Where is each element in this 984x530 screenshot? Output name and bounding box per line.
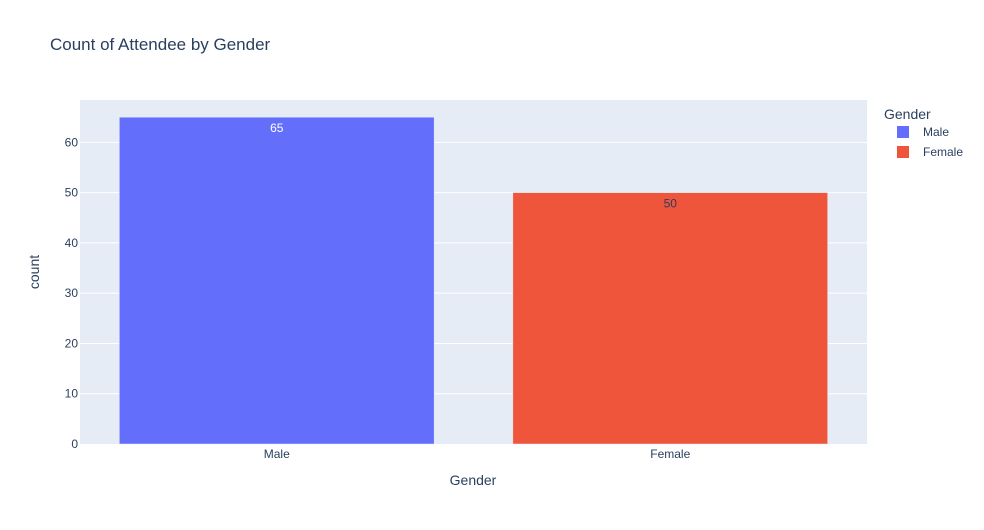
bar-male: [119, 116, 435, 445]
bar-value-label: 65: [270, 121, 284, 135]
y-axis-title: count: [26, 255, 42, 289]
x-tick-label: Female: [650, 447, 690, 461]
y-tick-label: 60: [65, 135, 79, 149]
legend-swatch-male: [897, 126, 909, 138]
x-axis-title: Gender: [450, 472, 497, 488]
x-axis-ticks: Male Female: [264, 447, 691, 461]
legend-items: Male Female: [897, 125, 963, 159]
legend: Gender Male Female: [884, 106, 963, 159]
y-tick-label: 30: [65, 286, 79, 300]
y-tick-label: 20: [65, 336, 79, 350]
legend-label-female: Female: [923, 145, 963, 159]
y-tick-label: 40: [65, 236, 79, 250]
legend-swatch-female: [897, 146, 909, 158]
y-tick-label: 10: [65, 387, 79, 401]
bar-value-label: 50: [664, 197, 678, 211]
legend-label-male: Male: [923, 125, 949, 139]
legend-title: Gender: [884, 106, 931, 122]
chart-title: Count of Attendee by Gender: [50, 35, 271, 54]
bars: 65 50: [119, 116, 828, 445]
y-axis-ticks: 0 10 20 30 40 50 60: [65, 135, 79, 451]
y-tick-label: 50: [65, 186, 79, 200]
x-tick-label: Male: [264, 447, 290, 461]
bar-female: [512, 192, 828, 445]
y-tick-label: 0: [71, 437, 78, 451]
